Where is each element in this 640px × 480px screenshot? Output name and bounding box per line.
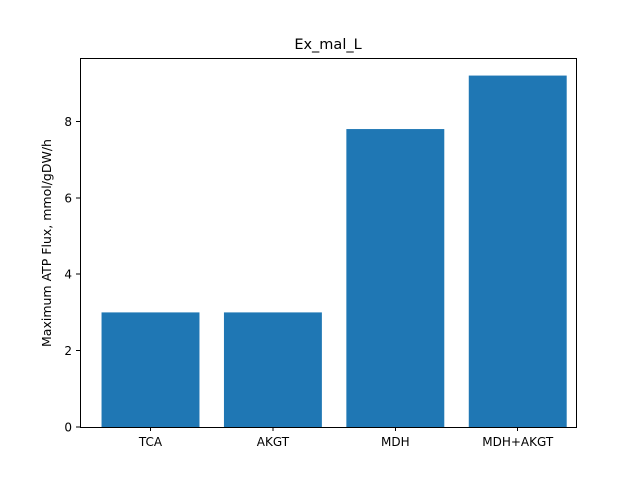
x-tick-label: MDH+AKGT xyxy=(482,435,554,449)
x-axis: TCA AKGT MDH MDH+AKGT xyxy=(138,427,554,449)
bars-group xyxy=(101,75,567,428)
chart-title: Ex_mal_L xyxy=(294,37,361,53)
bar-akgt xyxy=(223,312,322,427)
x-tick-label: AKGT xyxy=(257,435,290,449)
y-tick-label: 0 xyxy=(64,421,72,435)
bar-tca xyxy=(101,312,200,427)
x-tick-label: TCA xyxy=(138,435,163,449)
y-tick-label: 4 xyxy=(64,268,72,282)
y-tick-label: 6 xyxy=(64,191,72,205)
y-tick-label: 8 xyxy=(64,115,72,129)
bar-mdh-akgt xyxy=(468,75,567,427)
y-tick-label: 2 xyxy=(64,344,72,358)
x-tick-label: MDH xyxy=(381,435,410,449)
y-axis: 0 2 4 6 8 xyxy=(64,115,80,435)
plot-frame xyxy=(80,58,577,428)
bar-mdh xyxy=(346,129,445,428)
y-axis-label: Maximum ATP Flux, mmol/gDW/h xyxy=(39,139,54,347)
